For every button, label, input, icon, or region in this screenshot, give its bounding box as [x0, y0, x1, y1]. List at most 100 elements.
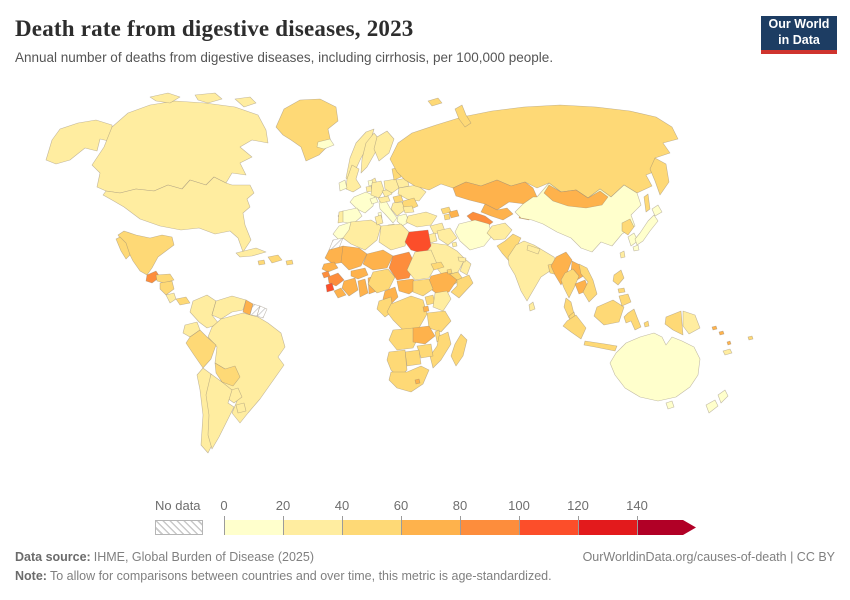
country-taiwan[interactable] — [619, 250, 626, 259]
country-tanzania[interactable] — [426, 310, 452, 333]
country-north-korea[interactable] — [621, 218, 635, 236]
country-liberia[interactable] — [333, 287, 347, 299]
legend-bin-5[interactable] — [519, 520, 578, 535]
country-nepal[interactable] — [526, 244, 541, 255]
country-papua-new-guinea[interactable] — [682, 310, 701, 335]
country-afghanistan[interactable] — [486, 222, 513, 241]
country-somalia[interactable] — [450, 274, 474, 299]
country-sudan[interactable] — [406, 249, 438, 281]
country-uk[interactable] — [345, 164, 362, 193]
island-kyushu[interactable] — [632, 244, 640, 252]
country-madagascar[interactable] — [450, 333, 468, 367]
country-greenland[interactable] — [275, 98, 339, 162]
country-libya[interactable] — [378, 223, 410, 251]
country-bolivia[interactable] — [214, 362, 241, 387]
region-baja[interactable] — [115, 236, 131, 260]
country-mongolia[interactable] — [543, 184, 609, 209]
country-argentina[interactable] — [205, 373, 235, 450]
legend-bin-3[interactable] — [401, 520, 460, 535]
island-hispaniola[interactable] — [267, 254, 283, 264]
country-mozambique[interactable] — [429, 331, 452, 369]
island-hokkaido[interactable] — [651, 204, 663, 217]
island-sakhalin[interactable] — [643, 193, 651, 213]
region-papua-indonesia[interactable] — [664, 310, 684, 336]
island-mindanao[interactable] — [618, 293, 632, 307]
country-france[interactable] — [349, 191, 376, 214]
region-kamchatka[interactable] — [649, 157, 670, 196]
island-arctic-3[interactable] — [234, 96, 257, 108]
country-brazil[interactable] — [207, 312, 286, 424]
country-iraq[interactable] — [436, 227, 458, 246]
country-switzerland[interactable] — [369, 196, 379, 205]
country-bulgaria[interactable] — [402, 205, 415, 214]
country-mali[interactable] — [340, 245, 368, 271]
legend-no-data-swatch[interactable] — [155, 520, 203, 535]
country-portugal[interactable] — [337, 210, 344, 224]
country-botswana[interactable] — [404, 349, 422, 367]
country-nigeria[interactable] — [367, 268, 396, 294]
country-costa-rica[interactable] — [165, 292, 177, 304]
country-kenya[interactable] — [432, 290, 452, 312]
legend-bin-0[interactable] — [224, 520, 283, 535]
country-hungary[interactable] — [392, 194, 404, 204]
country-uruguay[interactable] — [235, 402, 247, 414]
country-peru[interactable] — [185, 329, 217, 369]
island-maluku[interactable] — [643, 320, 650, 328]
country-senegal[interactable] — [321, 261, 339, 273]
country-turkey[interactable] — [405, 211, 438, 228]
island-arctic-2[interactable] — [194, 92, 223, 104]
country-sierra-leone[interactable] — [325, 282, 335, 293]
island-visayas[interactable] — [617, 287, 626, 294]
island-sulawesi[interactable] — [623, 308, 642, 331]
country-south-africa[interactable] — [388, 365, 430, 393]
country-germany[interactable] — [370, 180, 385, 199]
legend-bin-6[interactable] — [578, 520, 637, 535]
country-cuba[interactable] — [235, 247, 267, 258]
country-usa[interactable] — [102, 176, 255, 253]
country-iceland[interactable] — [316, 138, 335, 150]
region-french-guiana[interactable] — [256, 305, 268, 319]
country-djibouti[interactable] — [446, 268, 453, 275]
region-uae-qatar[interactable] — [457, 256, 467, 263]
legend-no-data[interactable]: No data — [155, 498, 203, 535]
country-oman[interactable] — [459, 258, 472, 276]
country-iran[interactable] — [454, 219, 493, 251]
credit-link[interactable]: OurWorldinData.org/causes-of-death | CC … — [582, 550, 835, 564]
island-solomon-2[interactable] — [718, 330, 725, 336]
region-balkans[interactable] — [390, 201, 406, 217]
country-sri-lanka[interactable] — [528, 301, 536, 312]
country-sweden[interactable] — [360, 132, 380, 174]
island-honshu[interactable] — [634, 214, 659, 246]
country-guatemala[interactable] — [145, 270, 161, 284]
country-ireland[interactable] — [338, 179, 348, 192]
country-russia[interactable] — [389, 104, 679, 199]
country-eritrea[interactable] — [430, 261, 445, 271]
legend-bin-4[interactable] — [460, 520, 519, 535]
country-armenia[interactable] — [443, 213, 451, 221]
island-nz-north[interactable] — [717, 389, 729, 404]
island-vanuatu[interactable] — [726, 340, 732, 346]
country-greece[interactable] — [396, 213, 410, 227]
country-azerbaijan[interactable] — [448, 209, 460, 219]
country-austria[interactable] — [377, 195, 391, 204]
island-novaya-zemlya[interactable] — [454, 104, 472, 128]
country-ghana[interactable] — [357, 278, 369, 298]
country-burkina-faso[interactable] — [350, 267, 369, 280]
country-venezuela[interactable] — [211, 295, 247, 320]
island-nz-south[interactable] — [705, 399, 719, 414]
country-south-sudan[interactable] — [412, 278, 434, 297]
island-borneo[interactable] — [593, 299, 625, 326]
island-fiji[interactable] — [747, 335, 754, 341]
legend-bin-7[interactable] — [637, 520, 696, 535]
island-sumatra[interactable] — [562, 314, 587, 340]
country-vietnam[interactable] — [578, 263, 598, 303]
island-new-caledonia[interactable] — [722, 348, 733, 356]
legend-bin-2[interactable] — [342, 520, 401, 535]
country-algeria[interactable] — [342, 219, 382, 251]
region-rwanda-burundi[interactable] — [422, 305, 430, 313]
country-thailand[interactable] — [560, 268, 580, 299]
island-svalbard[interactable] — [427, 97, 443, 107]
country-lesotho[interactable] — [414, 378, 421, 385]
country-kuwait[interactable] — [451, 241, 458, 248]
country-zambia[interactable] — [412, 325, 436, 345]
